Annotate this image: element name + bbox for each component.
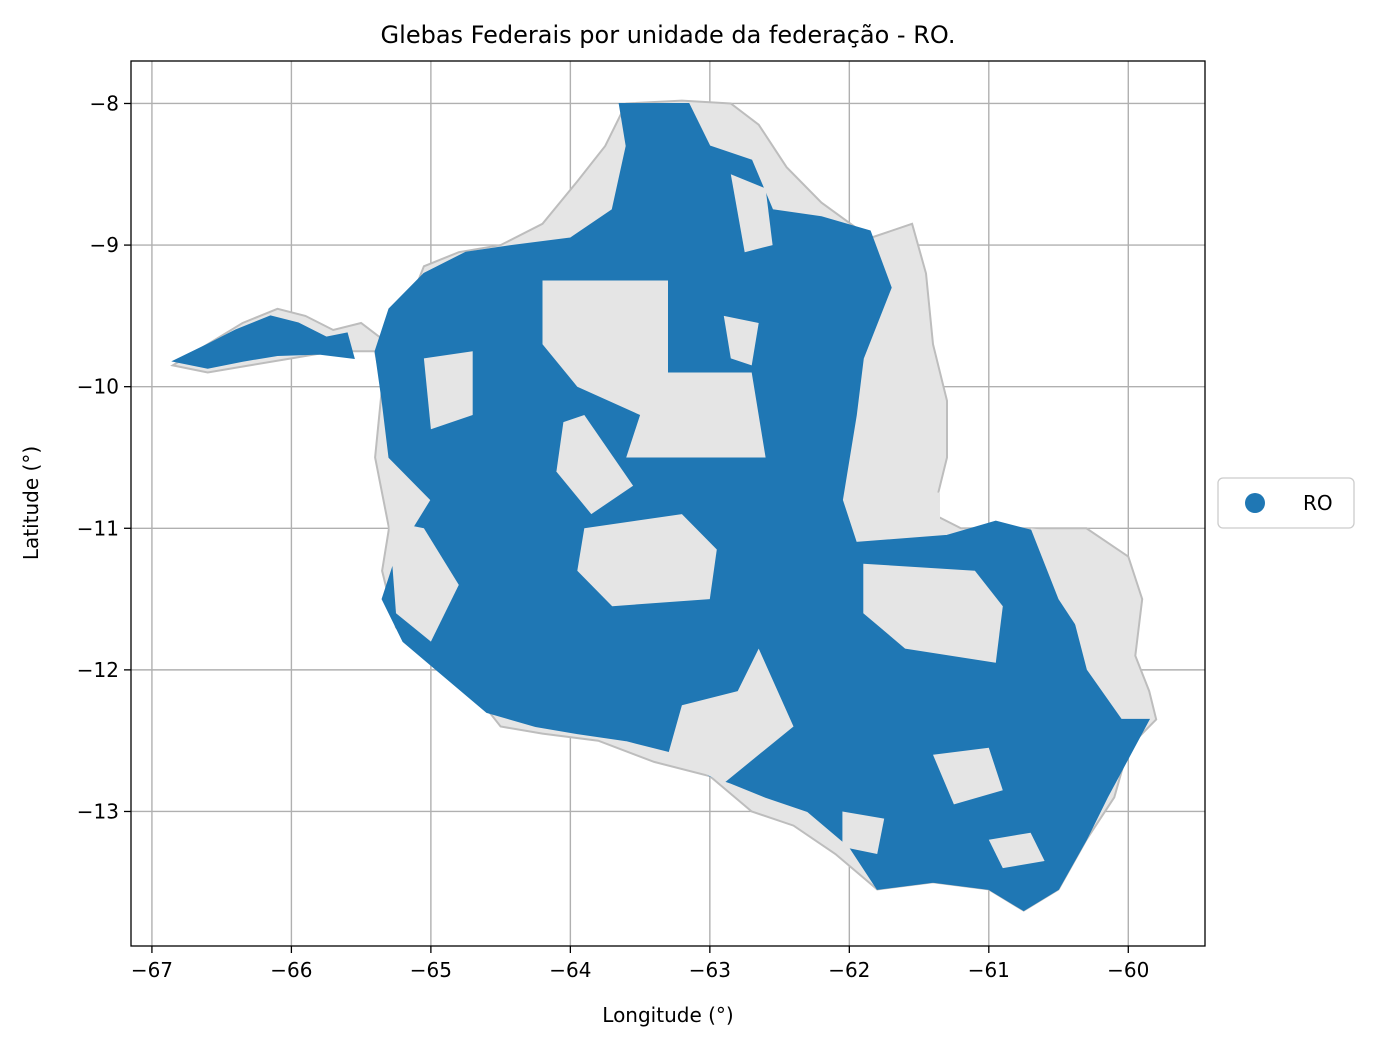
x-tick-label-2: −65 (410, 958, 452, 982)
y-tick-label-2: −10 (77, 375, 119, 399)
non-gleba-area-11 (842, 812, 884, 855)
y-tick-label-3: −11 (77, 516, 119, 540)
x-tick-label-0: −67 (131, 958, 173, 982)
y-tick-label-4: −12 (77, 658, 119, 682)
glebas-layer (173, 104, 1149, 911)
x-axis-label: Longitude (°) (602, 1003, 733, 1027)
legend-box (1218, 478, 1354, 528)
x-tick-label-3: −64 (549, 958, 591, 982)
y-axis-label: Latitude (°) (19, 446, 43, 560)
x-tick-label-4: −63 (689, 958, 731, 982)
x-tick-label-1: −66 (270, 958, 312, 982)
x-tick-label-7: −60 (1107, 958, 1149, 982)
legend: RO (1218, 478, 1354, 528)
y-tick-label-1: −9 (90, 233, 119, 257)
y-axis: −8 −9 −10 −11 −12 −13 (77, 91, 131, 823)
legend-label-ro: RO (1303, 491, 1333, 515)
map-layer (173, 101, 1156, 911)
legend-marker-ro (1245, 493, 1265, 513)
y-tick-label-0: −8 (90, 91, 119, 115)
x-tick-label-5: −62 (828, 958, 870, 982)
x-tick-label-6: −61 (968, 958, 1010, 982)
chart-title: Glebas Federais por unidade da federação… (381, 21, 956, 49)
x-axis: −67 −66 −65 −64 −63 −62 −61 −60 (131, 946, 1150, 982)
y-tick-label-5: −13 (77, 799, 119, 823)
